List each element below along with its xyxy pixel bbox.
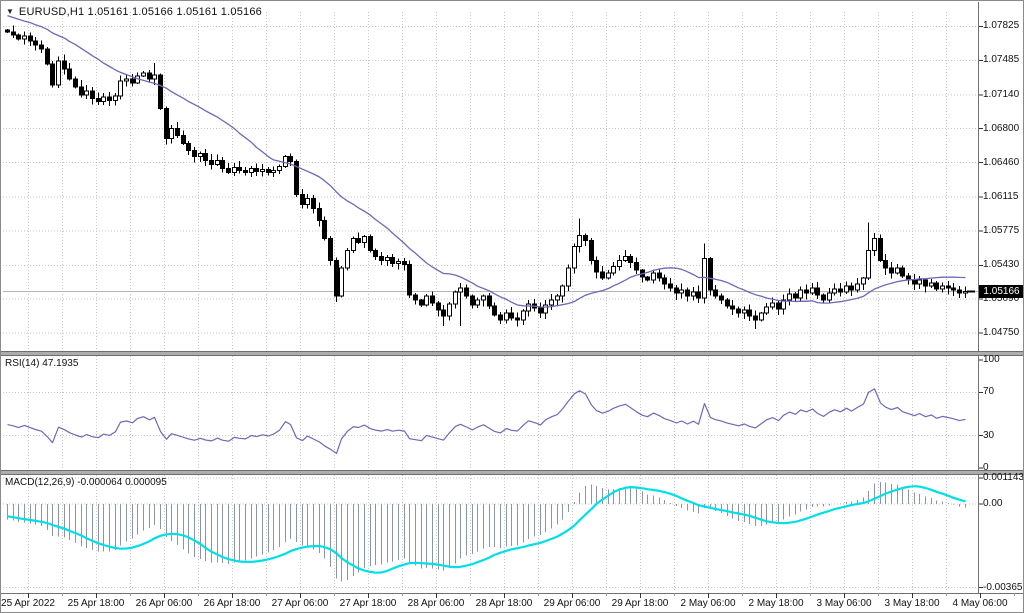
time-axis-label: 27 Apr 18:00 xyxy=(339,598,397,609)
rsi-axis-label: 0 xyxy=(983,462,989,473)
rsi-axis-label: 30 xyxy=(983,429,995,441)
price-axis-label: 1.06115 xyxy=(983,190,1019,202)
time-axis-label: 26 Apr 18:00 xyxy=(203,598,261,609)
rsi-axis-label: 70 xyxy=(983,386,995,398)
time-axis-label: 28 Apr 06:00 xyxy=(407,598,465,609)
price-axis-label: 1.06460 xyxy=(983,156,1020,168)
time-axis-label: 27 Apr 06:00 xyxy=(271,598,329,609)
symbol-dropdown-icon[interactable]: ▼ xyxy=(6,7,14,16)
time-axis-label: 25 Apr 18:00 xyxy=(67,598,125,609)
time-axis-label: 2 May 06:00 xyxy=(680,598,736,609)
current-price-tag: 1.05166 xyxy=(979,284,1023,298)
price-axis-label: 1.05775 xyxy=(983,224,1020,236)
rsi-indicator-label: RSI(14) 47.1935 xyxy=(5,358,79,369)
rsi-axis-label: 100 xyxy=(983,354,1000,365)
time-axis-label: 4 May 06:00 xyxy=(952,598,1008,609)
time-axis-label: 3 May 06:00 xyxy=(816,598,872,609)
time-axis-label: 3 May 18:00 xyxy=(884,598,940,609)
price-axis-label: 1.07825 xyxy=(983,20,1020,32)
price-axis-label: 1.05430 xyxy=(983,259,1020,271)
price-axis-label: 1.05090 xyxy=(983,293,1020,305)
chart-title-text: EURUSD,H1 1.05161 1.05166 1.05161 1.0516… xyxy=(18,6,262,18)
macd-axis-label: -0.003656 xyxy=(983,581,1024,593)
chart-title: ▼ EURUSD,H1 1.05161 1.05166 1.05161 1.05… xyxy=(6,6,262,18)
time-axis-label: 28 Apr 18:00 xyxy=(475,598,533,609)
time-axis-label: 2 May 18:00 xyxy=(748,598,804,609)
price-axis-label: 1.06800 xyxy=(983,122,1020,134)
price-axis-label: 1.07140 xyxy=(983,88,1020,100)
macd-axis-label: 0.00 xyxy=(983,498,1003,509)
macd-indicator-label: MACD(12,26,9) -0.000064 0.000095 xyxy=(5,477,167,488)
time-axis-label: 29 Apr 18:00 xyxy=(611,598,669,609)
panel-splitter[interactable] xyxy=(1,351,1023,356)
price-axis-label: 1.04750 xyxy=(983,327,1020,339)
panel-splitter[interactable] xyxy=(1,470,1023,475)
macd-axis-label: 0.001143 xyxy=(983,471,1024,483)
time-axis-label: 26 Apr 06:00 xyxy=(135,598,193,609)
price-axis-label: 1.07485 xyxy=(983,54,1020,66)
time-axis-label: 25 Apr 2022 xyxy=(1,598,55,609)
time-axis-label: 29 Apr 06:00 xyxy=(543,598,601,609)
